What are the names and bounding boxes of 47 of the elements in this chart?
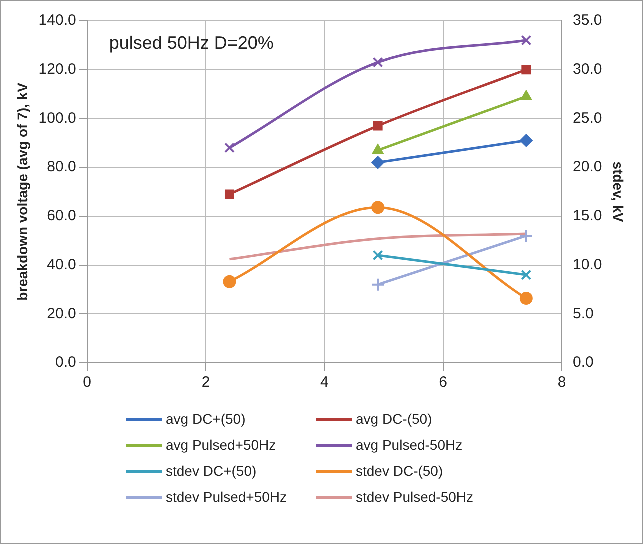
y2-tick-label: 10.0 <box>573 256 602 274</box>
point <box>223 275 236 288</box>
y-tick-label: 140.0 <box>38 12 76 30</box>
y-tick-label: 60.0 <box>47 208 76 225</box>
y2-tick-label: 5.0 <box>573 305 594 322</box>
x-tick-label: 6 <box>439 374 448 392</box>
legend-label: stdev DC-(50) <box>356 463 444 479</box>
point <box>521 35 532 46</box>
legend-label: avg DC+(50) <box>166 411 246 427</box>
y2-tick-label: 15.0 <box>573 208 602 225</box>
point <box>520 292 533 306</box>
point <box>373 121 383 131</box>
x-tick-label: 2 <box>202 374 210 392</box>
legend-label: avg Pulsed-50Hz <box>356 437 463 453</box>
point <box>520 134 533 148</box>
y2-tick-label: 25.0 <box>573 110 602 127</box>
point <box>519 228 534 243</box>
y2-tick-label: 35.0 <box>573 12 602 30</box>
legend-label: stdev Pulsed-50Hz <box>356 489 474 505</box>
y-axis-title: breakdown voltage (avg of 7), kV <box>14 82 30 301</box>
point <box>372 156 385 170</box>
point <box>224 142 235 154</box>
point <box>372 201 385 214</box>
legend-label: stdev Pulsed+50Hz <box>166 489 288 505</box>
y-tick-label: 40.0 <box>47 256 76 274</box>
y-tick-label: 80.0 <box>47 158 76 176</box>
y2-tick-label: 0.0 <box>573 354 594 372</box>
legend-label: avg Pulsed+50Hz <box>166 437 276 453</box>
legend-label: stdev DC+(50) <box>166 463 257 479</box>
point <box>372 57 384 68</box>
point <box>522 65 532 75</box>
legend-label: avg DC-(50) <box>356 411 432 427</box>
point <box>371 278 386 292</box>
y-tick-label: 120.0 <box>38 61 76 78</box>
point <box>521 270 532 280</box>
y-tick-label: 100.0 <box>38 110 76 127</box>
y-tick-label: 0.0 <box>55 354 76 372</box>
y2-tick-label: 20.0 <box>573 158 602 176</box>
point <box>372 250 384 261</box>
x-tick-label: 8 <box>558 374 566 392</box>
y2-tick-label: 30.0 <box>573 61 602 78</box>
x-tick-label: 4 <box>320 374 329 392</box>
y-tick-label: 20.0 <box>47 305 76 322</box>
x-tick-label: 0 <box>83 374 92 392</box>
y2-axis-title: stdev, kV <box>610 162 627 223</box>
point <box>224 190 234 200</box>
annotation: pulsed 50Hz D=20% <box>109 32 274 53</box>
